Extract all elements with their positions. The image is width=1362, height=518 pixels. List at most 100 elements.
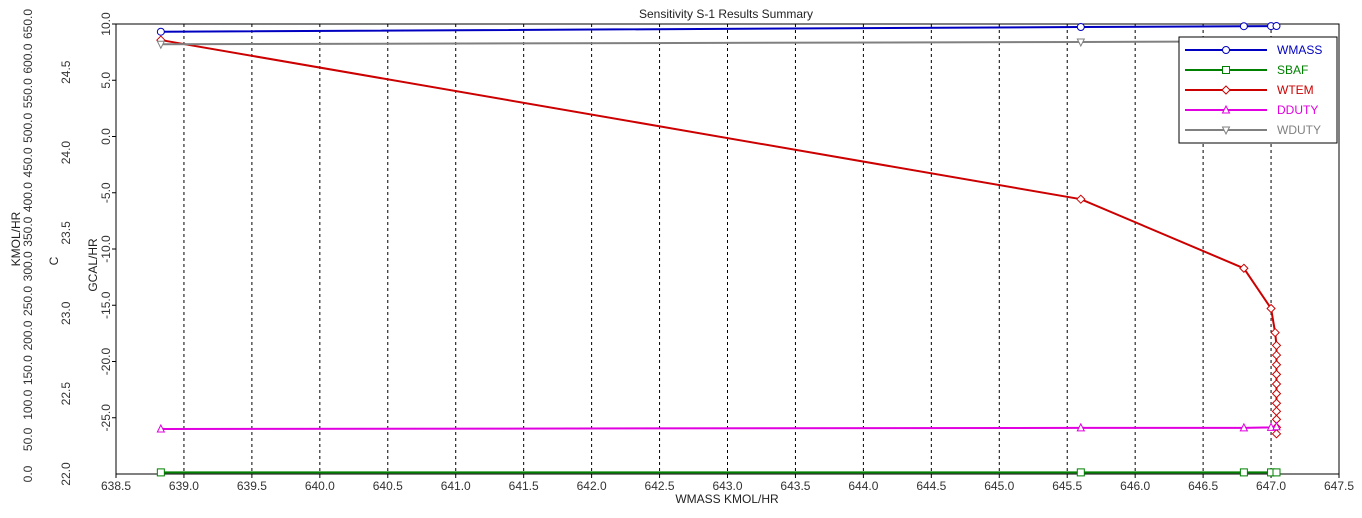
legend-label: DDUTY <box>1277 103 1318 117</box>
x-tick-label: 641.0 <box>441 479 471 493</box>
y-tick-label-gcal: 10.0 <box>99 12 113 36</box>
y-tick-label-gcal: 0.0 <box>99 128 113 145</box>
x-tick-label: 642.5 <box>645 479 675 493</box>
x-tick-label: 640.0 <box>305 479 335 493</box>
y-tick-label-kmol: 50.0 <box>21 427 35 451</box>
y-tick-label-c: 24.5 <box>59 60 73 84</box>
x-tick-label: 646.0 <box>1120 479 1150 493</box>
y-tick-label-kmol: 400.0 <box>21 182 35 212</box>
y-axis-title-kmol: KMOL/HR <box>9 211 23 266</box>
x-tick-label: 647.0 <box>1256 479 1286 493</box>
data-point-dduty <box>156 423 166 433</box>
data-point-sbaf <box>1076 468 1085 477</box>
data-point-wtem <box>1266 303 1276 314</box>
data-point-wtem <box>1271 350 1282 360</box>
data-point-wmass <box>156 27 165 36</box>
legend-item: SBAF <box>1185 63 1308 77</box>
y-tick-label-kmol: 350.0 <box>21 216 35 246</box>
legend-marker <box>1221 126 1231 136</box>
data-point-sbaf <box>156 468 165 477</box>
legend-marker <box>1222 66 1230 74</box>
x-tick-label: 645.5 <box>1052 479 1082 493</box>
data-point-wtem <box>1271 379 1282 389</box>
y-tick-label-kmol: 100.0 <box>21 389 35 419</box>
y-axis-title-gcal: GCAL/HR <box>86 238 100 292</box>
y-tick-label-c: 24.0 <box>59 141 73 165</box>
legend-label: SBAF <box>1277 63 1308 77</box>
y-tick-label-c: 23.5 <box>59 221 73 245</box>
data-point-wtem <box>1271 369 1282 380</box>
data-point-dduty <box>1239 422 1249 432</box>
legend-item: DDUTY <box>1185 103 1318 117</box>
x-tick-label: 642.0 <box>577 479 607 493</box>
y-tick-label-kmol: 200.0 <box>21 320 35 350</box>
y-tick-label-c: 22.0 <box>59 462 73 486</box>
x-tick-label: 644.0 <box>848 479 878 493</box>
y-tick-label-gcal: -5.0 <box>99 182 113 203</box>
y-tick-label-kmol: 0.0 <box>21 465 35 482</box>
data-point-wtem <box>1076 194 1086 204</box>
legend-marker <box>1221 104 1231 114</box>
data-point-dduty <box>1076 422 1086 432</box>
y-tick-label-kmol: 300.0 <box>21 251 35 281</box>
legend-marker <box>1222 46 1230 54</box>
series-dduty <box>156 421 1281 433</box>
y-tick-label-c: 23.0 <box>59 301 73 325</box>
data-point-sbaf <box>1272 468 1281 477</box>
x-tick-label: 639.5 <box>237 479 267 493</box>
data-point-wtem <box>1271 340 1282 351</box>
x-tick-label: 643.5 <box>780 479 810 493</box>
axes: 638.5 639.0 639.5 640.0 640.5 641.0 641.5 642.0… <box>9 9 1354 493</box>
y-tick-label-kmol: 150.0 <box>21 355 35 385</box>
legend-label: WDUTY <box>1277 123 1321 137</box>
legend-item: WDUTY <box>1185 123 1321 137</box>
data-point-dduty <box>1272 421 1281 431</box>
x-tick-label: 647.5 <box>1324 479 1354 493</box>
chart-title: Sensitivity S-1 Results Summary <box>639 7 813 21</box>
legend: WMASS SBAF WTEM DDUTY WDUTY <box>1178 36 1338 144</box>
legend-marker <box>1221 85 1231 95</box>
x-tick-label: 639.0 <box>169 479 199 493</box>
y-tick-label-kmol: 250.0 <box>21 286 35 316</box>
grid <box>183 24 1272 474</box>
y-tick-label-gcal: -10.0 <box>99 235 113 263</box>
y-tick-label-c: 22.5 <box>59 382 73 406</box>
legend-item: WTEM <box>1185 83 1314 97</box>
data-point-wtem <box>1271 429 1282 439</box>
legend-label: WMASS <box>1277 43 1322 57</box>
data-point-dduty <box>1266 422 1276 431</box>
y-tick-label-gcal: -20.0 <box>99 348 113 376</box>
data-point-wduty <box>1076 38 1086 48</box>
x-tick-label: 643.0 <box>712 479 742 493</box>
x-tick-label: 641.5 <box>509 479 539 493</box>
x-tick-label: 645.0 <box>984 479 1014 493</box>
x-tick-label: 644.5 <box>916 479 946 493</box>
x-axis-title: WMASS KMOL/HR <box>675 492 779 506</box>
data-point-wmass <box>1272 22 1281 31</box>
legend-label: WTEM <box>1277 83 1314 97</box>
y-tick-label-gcal: -25.0 <box>99 404 113 432</box>
series-wtem <box>156 35 1282 439</box>
data-point-sbaf <box>1239 468 1248 477</box>
y-tick-label-gcal: 5.0 <box>99 72 113 89</box>
y-tick-label-kmol: 500.0 <box>21 113 35 143</box>
x-tick-label: 646.5 <box>1188 479 1218 493</box>
x-tick-label: 638.5 <box>101 479 131 493</box>
series-sbaf <box>156 468 1281 477</box>
y-tick-label-kmol: 450.0 <box>21 147 35 177</box>
series-wmass <box>156 22 1281 36</box>
y-axis-title-c: C <box>47 256 61 265</box>
data-point-wtem <box>1239 263 1249 273</box>
y-tick-label-kmol: 650.0 <box>21 9 35 39</box>
y-tick-label-kmol: 600.0 <box>21 43 35 73</box>
y-tick-label-gcal: -15.0 <box>99 291 113 319</box>
data-point-wtem <box>1271 388 1282 399</box>
data-point-wtem <box>1271 360 1282 370</box>
data-point-wtem <box>1270 327 1280 338</box>
x-tick-label: 640.5 <box>373 479 403 493</box>
data-point-wmass <box>1076 23 1085 32</box>
data-point-wduty <box>156 40 166 50</box>
data-point-wmass <box>1239 22 1248 31</box>
legend-item: WMASS <box>1185 43 1322 57</box>
